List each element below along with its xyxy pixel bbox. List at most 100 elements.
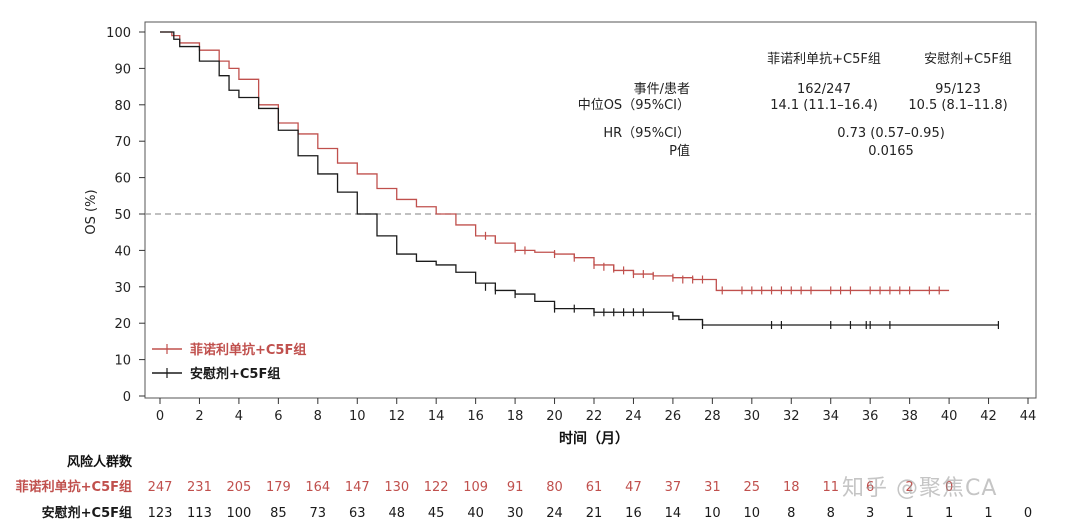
- risk-count: 18: [783, 480, 800, 495]
- y-tick-label: 40: [114, 244, 131, 259]
- risk-row-label: 安慰剂+C5F组: [42, 505, 132, 521]
- risk-count: 1: [984, 506, 992, 521]
- x-tick-label: 40: [941, 409, 958, 424]
- stats-col-header-control: 安慰剂+C5F组: [924, 52, 1012, 67]
- risk-count: 1: [905, 506, 913, 521]
- risk-count: 147: [345, 480, 370, 495]
- x-axis-label: 时间（月）: [559, 430, 629, 447]
- stats-row-label: 中位OS（95%CI）: [578, 98, 690, 113]
- x-tick-label: 16: [467, 409, 484, 424]
- plot-frame: [144, 21, 1037, 399]
- risk-count: 10: [704, 506, 721, 521]
- risk-count: 40: [467, 506, 484, 521]
- risk-count: 164: [305, 480, 330, 495]
- x-tick-label: 4: [235, 409, 243, 424]
- stats-row-label: P值: [669, 143, 690, 159]
- risk-count: 6: [866, 480, 874, 495]
- x-tick-label: 18: [507, 409, 524, 424]
- stats-value-treatment: 162/247: [797, 82, 851, 97]
- watermark: 知乎 @聚焦CA: [842, 476, 998, 501]
- stats-value-control: 10.5 (8.1–11.8): [908, 98, 1007, 113]
- y-axis-label: OS (%): [84, 189, 99, 234]
- stats-value-treatment: 14.1 (11.1–16.4): [770, 98, 878, 113]
- y-tick-label: 10: [114, 354, 131, 369]
- y-tick-label: 50: [114, 208, 131, 223]
- x-tick-label: 36: [862, 409, 879, 424]
- x-tick-label: 28: [704, 409, 721, 424]
- y-tick-label: 20: [114, 317, 131, 332]
- risk-count: 61: [586, 480, 603, 495]
- risk-count: 30: [507, 506, 524, 521]
- stats-value-combined: 0.73 (0.57–0.95): [837, 126, 945, 141]
- legend-label: 菲诺利单抗+C5F组: [190, 342, 306, 358]
- y-tick-label: 70: [114, 135, 131, 150]
- risk-count: 130: [384, 480, 409, 495]
- x-tick-label: 14: [428, 409, 445, 424]
- x-tick-label: 2: [195, 409, 203, 424]
- risk-count: 91: [507, 480, 524, 495]
- risk-count: 8: [827, 506, 835, 521]
- x-tick-label: 20: [546, 409, 563, 424]
- x-tick-label: 8: [314, 409, 322, 424]
- risk-table-title: 风险人群数: [67, 454, 133, 470]
- risk-count: 0: [1024, 506, 1032, 521]
- risk-count: 45: [428, 506, 445, 521]
- risk-count: 100: [226, 506, 251, 521]
- x-tick-label: 30: [744, 409, 761, 424]
- y-tick-label: 80: [114, 99, 131, 114]
- x-tick-label: 42: [980, 409, 997, 424]
- stats-col-header-treatment: 菲诺利单抗+C5F组: [767, 52, 881, 67]
- risk-count: 2: [905, 480, 913, 495]
- survival-curve-control: [160, 31, 999, 326]
- risk-count: 10: [744, 506, 761, 521]
- risk-count: 85: [270, 506, 287, 521]
- y-tick-label: 30: [114, 281, 131, 296]
- x-tick-label: 22: [586, 409, 603, 424]
- risk-count: 1: [945, 506, 953, 521]
- risk-count: 63: [349, 506, 366, 521]
- x-tick-label: 6: [274, 409, 282, 424]
- y-tick-label: 0: [123, 390, 131, 405]
- risk-count: 14: [665, 506, 682, 521]
- risk-count: 8: [787, 506, 795, 521]
- x-tick-label: 12: [388, 409, 405, 424]
- y-tick-label: 90: [114, 62, 131, 77]
- risk-count: 123: [148, 506, 173, 521]
- x-tick-label: 44: [1020, 409, 1037, 424]
- stats-value-control: 95/123: [935, 82, 981, 97]
- risk-count: 16: [625, 506, 642, 521]
- x-tick-label: 32: [783, 409, 800, 424]
- x-tick-label: 24: [625, 409, 642, 424]
- risk-count: 80: [546, 480, 563, 495]
- risk-count: 11: [822, 480, 839, 495]
- risk-count: 179: [266, 480, 291, 495]
- risk-count: 48: [388, 506, 405, 521]
- stats-value-combined: 0.0165: [868, 144, 914, 159]
- legend-label: 安慰剂+C5F组: [190, 366, 280, 382]
- risk-count: 113: [187, 506, 212, 521]
- risk-count: 37: [665, 480, 682, 495]
- risk-count: 0: [945, 480, 953, 495]
- risk-count: 24: [546, 506, 563, 521]
- risk-count: 25: [744, 480, 761, 495]
- x-tick-label: 34: [822, 409, 839, 424]
- risk-count: 73: [310, 506, 327, 521]
- stats-row-label: 事件/患者: [634, 82, 690, 97]
- risk-count: 31: [704, 480, 721, 495]
- y-tick-label: 100: [106, 26, 131, 41]
- x-tick-label: 10: [349, 409, 366, 424]
- risk-count: 3: [866, 506, 874, 521]
- risk-count: 205: [226, 480, 251, 495]
- risk-count: 247: [148, 480, 173, 495]
- x-tick-label: 38: [901, 409, 918, 424]
- x-tick-label: 0: [156, 409, 164, 424]
- x-tick-label: 26: [665, 409, 682, 424]
- risk-count: 109: [463, 480, 488, 495]
- risk-row-label: 菲诺利单抗+C5F组: [16, 479, 132, 495]
- stats-row-label: HR（95%CI）: [603, 126, 690, 141]
- y-tick-label: 60: [114, 172, 131, 187]
- risk-count: 47: [625, 480, 642, 495]
- risk-count: 231: [187, 480, 212, 495]
- risk-count: 21: [586, 506, 603, 521]
